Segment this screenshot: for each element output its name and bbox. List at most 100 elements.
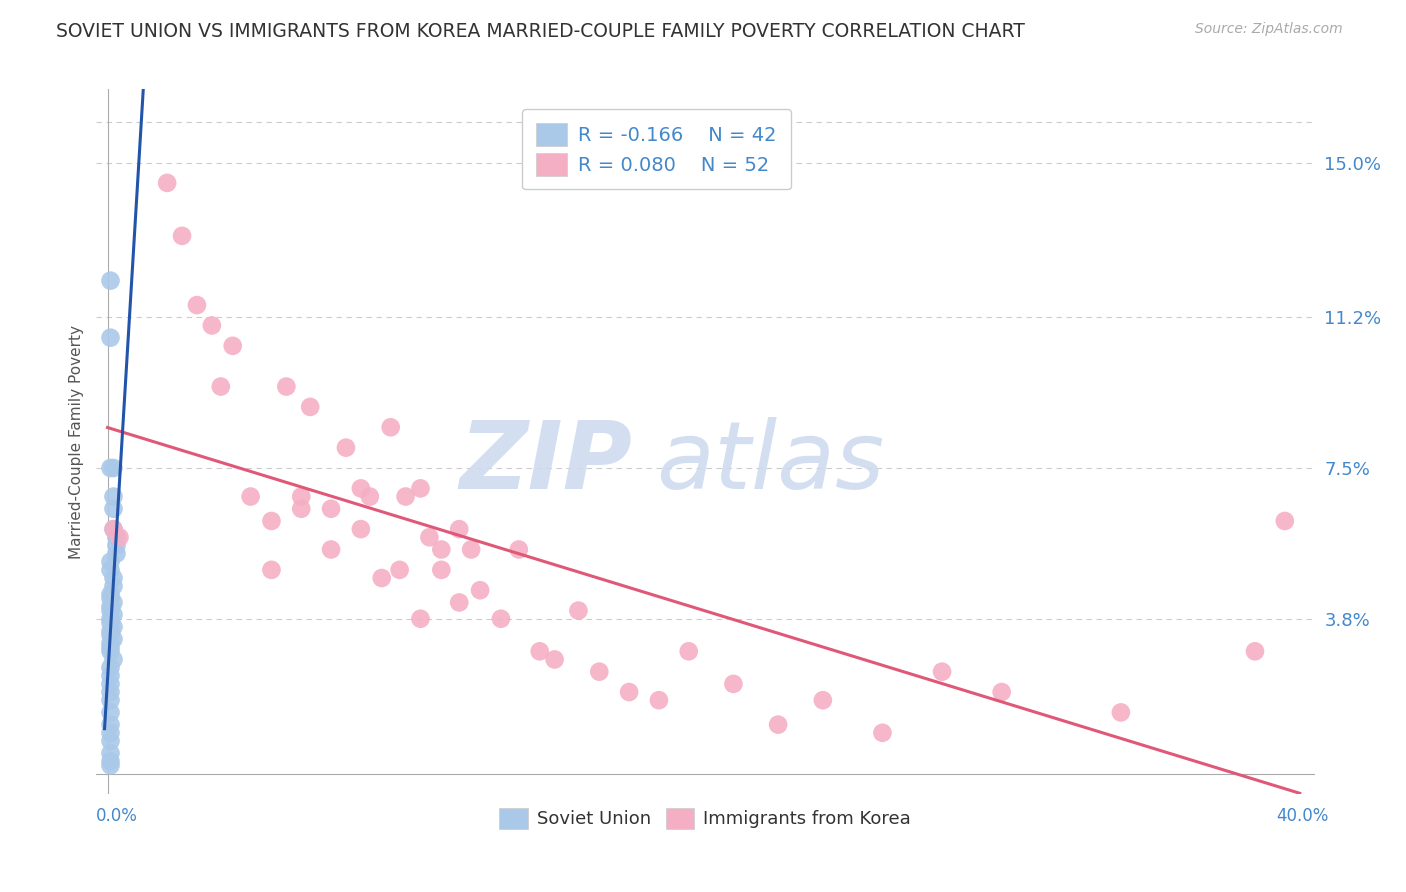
Point — [103, 461, 125, 475]
Point — [409, 612, 432, 626]
Point — [156, 176, 179, 190]
Point — [100, 717, 122, 731]
Point — [990, 685, 1012, 699]
Point — [103, 632, 125, 646]
Point — [418, 530, 440, 544]
Point — [108, 530, 131, 544]
Point — [103, 501, 125, 516]
Point — [239, 490, 262, 504]
Point — [319, 501, 342, 516]
Point — [766, 717, 789, 731]
Point — [648, 693, 671, 707]
Point — [872, 726, 894, 740]
Point — [103, 595, 125, 609]
Point — [222, 339, 245, 353]
Point — [567, 604, 589, 618]
Point — [100, 461, 122, 475]
Point — [430, 563, 453, 577]
Point — [529, 644, 551, 658]
Point — [260, 514, 283, 528]
Point — [1244, 644, 1267, 658]
Point — [617, 685, 640, 699]
Point — [100, 604, 122, 618]
Point — [931, 665, 953, 679]
Point — [276, 379, 298, 393]
Point — [100, 758, 122, 772]
Point — [508, 542, 530, 557]
Point — [100, 612, 122, 626]
Y-axis label: Married-Couple Family Poverty: Married-Couple Family Poverty — [69, 325, 84, 558]
Text: Source: ZipAtlas.com: Source: ZipAtlas.com — [1195, 22, 1343, 37]
Point — [335, 441, 357, 455]
Point — [394, 490, 416, 504]
Text: 0.0%: 0.0% — [96, 807, 138, 825]
Point — [103, 490, 125, 504]
Point — [100, 685, 122, 699]
Point — [290, 490, 312, 504]
Point — [723, 677, 745, 691]
Point — [103, 607, 125, 622]
Point — [100, 746, 122, 760]
Point — [359, 490, 381, 504]
Point — [103, 620, 125, 634]
Point — [678, 644, 700, 658]
Point — [100, 677, 122, 691]
Point — [100, 591, 122, 606]
Point — [100, 628, 122, 642]
Point — [260, 563, 283, 577]
Point — [543, 652, 565, 666]
Point — [186, 298, 208, 312]
Point — [409, 482, 432, 496]
Point — [103, 571, 125, 585]
Point — [100, 555, 122, 569]
Point — [103, 522, 125, 536]
Point — [100, 660, 122, 674]
Point — [100, 636, 122, 650]
Point — [201, 318, 224, 333]
Text: atlas: atlas — [657, 417, 884, 508]
Point — [100, 587, 122, 601]
Point — [460, 542, 482, 557]
Point — [588, 665, 610, 679]
Point — [430, 542, 453, 557]
Point — [388, 563, 411, 577]
Point — [468, 583, 491, 598]
Point — [100, 693, 122, 707]
Point — [449, 522, 471, 536]
Text: ZIP: ZIP — [460, 417, 631, 508]
Point — [319, 542, 342, 557]
Point — [105, 538, 128, 552]
Point — [100, 669, 122, 683]
Point — [100, 563, 122, 577]
Point — [449, 595, 471, 609]
Point — [100, 599, 122, 614]
Point — [105, 547, 128, 561]
Point — [100, 644, 122, 658]
Point — [290, 501, 312, 516]
Point — [811, 693, 834, 707]
Point — [1274, 514, 1296, 528]
Point — [350, 482, 373, 496]
Point — [209, 379, 232, 393]
Point — [103, 522, 125, 536]
Point — [100, 726, 122, 740]
Point — [1109, 706, 1132, 720]
Point — [100, 640, 122, 655]
Point — [100, 274, 122, 288]
Point — [100, 331, 122, 345]
Legend: Soviet Union, Immigrants from Korea: Soviet Union, Immigrants from Korea — [491, 799, 920, 838]
Point — [170, 228, 193, 243]
Point — [350, 522, 373, 536]
Point — [100, 754, 122, 768]
Point — [100, 706, 122, 720]
Text: 40.0%: 40.0% — [1277, 807, 1329, 825]
Text: SOVIET UNION VS IMMIGRANTS FROM KOREA MARRIED-COUPLE FAMILY POVERTY CORRELATION : SOVIET UNION VS IMMIGRANTS FROM KOREA MA… — [56, 22, 1025, 41]
Point — [100, 615, 122, 630]
Point — [100, 734, 122, 748]
Point — [489, 612, 512, 626]
Point — [380, 420, 402, 434]
Point — [299, 400, 322, 414]
Point — [103, 579, 125, 593]
Point — [371, 571, 394, 585]
Point — [100, 624, 122, 638]
